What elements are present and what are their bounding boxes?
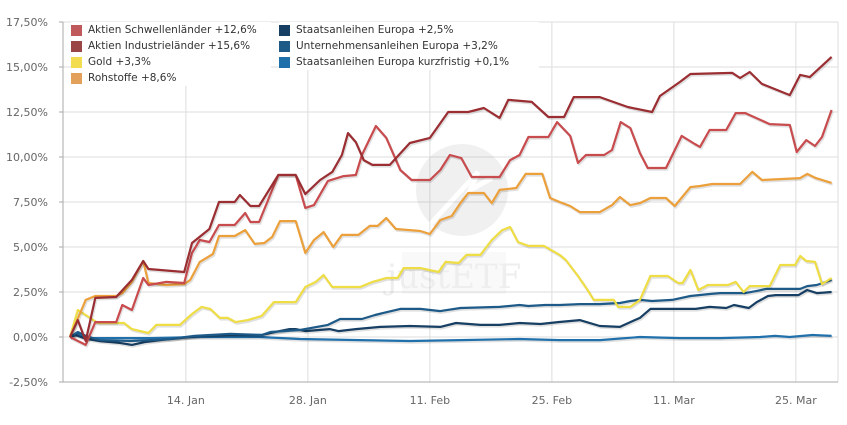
legend-label: Rohstoffe +8,6% [88,72,177,84]
legend-swatch-icon [279,56,290,68]
x-axis-labels: 14. Jan 28. Jan 11. Feb 25. Feb 11. Mar 25. M… [167,394,817,407]
series-line-2[interactable] [68,225,833,338]
x-tick-label: 14. Jan [167,394,205,407]
grid-lines [63,21,839,383]
x-tick-label: 28. Jan [289,394,327,407]
y-tick-label: 12,50% [6,106,48,119]
series-shadow [70,111,834,348]
y-tick-label: -2,50% [9,376,48,389]
series-shadow [69,227,834,339]
legend-item[interactable]: Unternehmensanleihen Europa +3,2% [279,38,539,54]
x-tick-label: 25. Mar [775,394,817,407]
y-tick-label: 7,50% [13,196,48,209]
legend-swatch-icon [279,40,290,52]
x-tick-label: 11. Feb [410,394,450,407]
legend-item[interactable]: Aktien Schwellenländer +12,6% [71,22,271,38]
legend-label: Staatsanleihen Europa kurzfristig +0,1% [296,56,510,68]
legend-swatch-icon [71,24,82,36]
legend-swatch-icon [279,24,290,36]
y-tick-label: 17,50% [6,16,48,29]
series-line-6[interactable] [69,332,832,343]
x-tick-label: 25. Feb [532,394,572,407]
legend-right: Staatsanleihen Europa +2,5% Unternehmensa… [279,22,539,70]
y-tick-label: 15,00% [6,61,48,74]
legend-item[interactable]: Staatsanleihen Europa kurzfristig +0,1% [279,54,539,70]
legend-item[interactable]: Rohstoffe +8,6% [71,70,271,86]
legend-swatch-icon [71,40,82,52]
y-axis-labels: 17,50% 15,00% 12,50% 10,00% 7,50% 5,00% 2,50% 0… [6,16,48,389]
series-line-1[interactable] [69,56,833,343]
legend-item[interactable]: Staatsanleihen Europa +2,5% [279,22,539,38]
axes [59,21,838,383]
series-line-0[interactable] [69,109,833,346]
series-shadow [69,57,834,344]
legend-swatch-icon [71,72,82,84]
legend-label: Aktien Schwellenländer +12,6% [88,24,257,36]
series-shadow [70,290,833,348]
legend-left: Aktien Schwellenländer +12,6% Aktien Indu… [71,22,271,86]
legend-label: Aktien Industrieländer +15,6% [88,40,251,52]
y-tick-label: 5,00% [13,241,48,254]
legend-label: Unternehmensanleihen Europa +3,2% [296,40,498,52]
legend-item[interactable]: Aktien Industrieländer +15,6% [71,38,271,54]
svg-text:justETF: justETF [383,257,522,297]
x-tick-label: 11. Mar [653,394,695,407]
series-line-5[interactable] [69,278,832,343]
series-shadow [70,280,834,344]
legend-label: Gold +3,3% [88,56,151,68]
y-tick-label: 10,00% [6,151,48,164]
series-lines [68,56,834,348]
legend-label: Staatsanleihen Europa +2,5% [296,24,454,36]
y-tick-label: 0,00% [13,331,48,344]
y-tick-label: 2,50% [13,286,48,299]
legend-item[interactable]: Gold +3,3% [71,54,271,70]
legend-swatch-icon [71,56,82,68]
justetf-watermark-logo: justETF [383,144,522,297]
series-line-3[interactable] [68,170,832,338]
